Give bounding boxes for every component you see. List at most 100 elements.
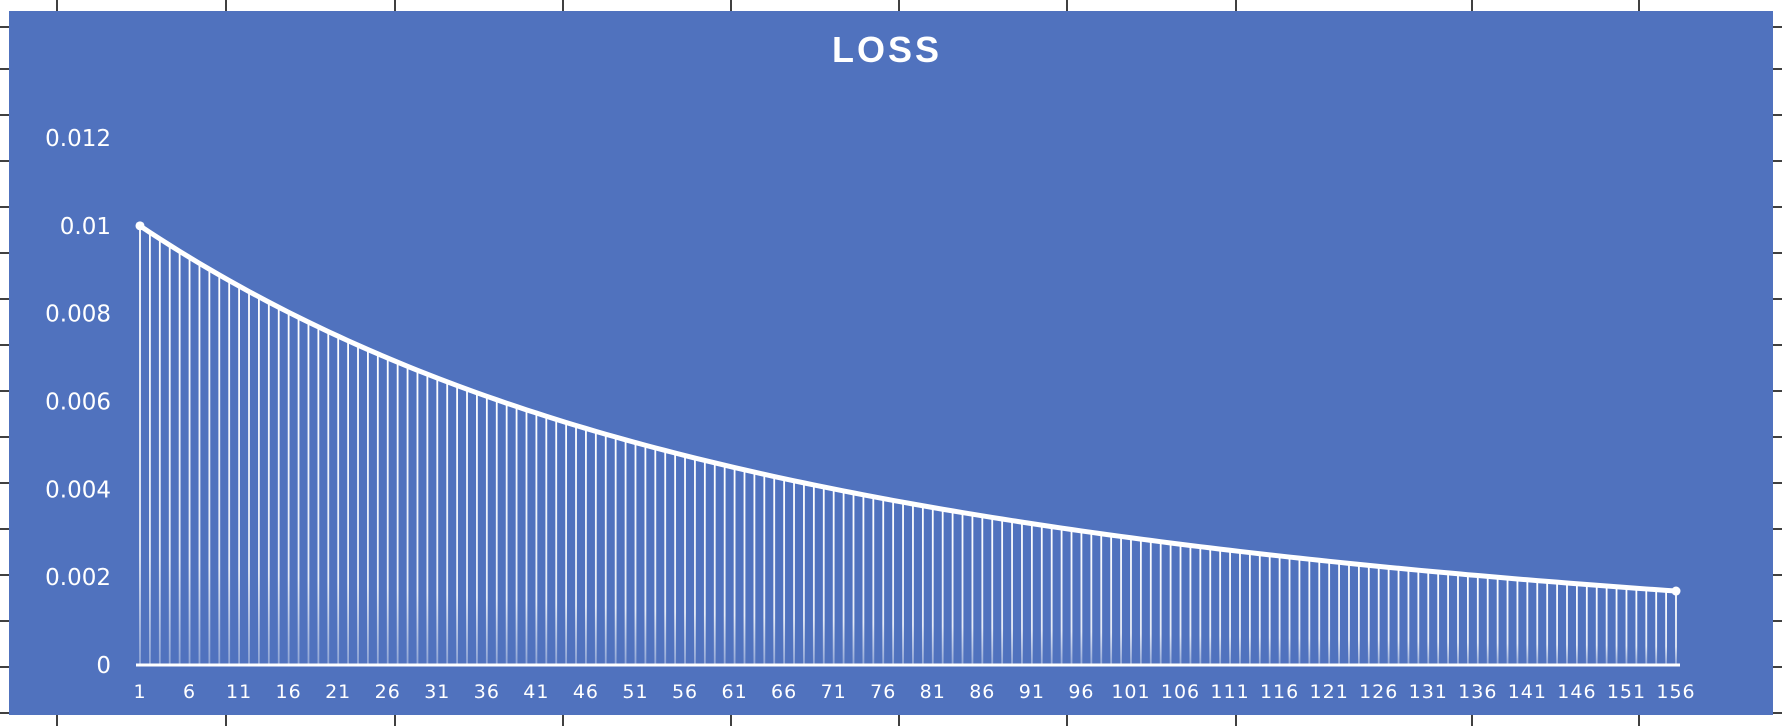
drop-line xyxy=(1120,536,1122,665)
drop-line xyxy=(882,498,885,665)
drop-line xyxy=(1526,579,1529,665)
drop-line xyxy=(1239,551,1241,665)
y-axis: 0 0.002 0.004 0.006 0.008 0.01 0.012 xyxy=(45,126,111,679)
y-tick-label: 0 xyxy=(96,653,111,679)
x-tick-label: 131 xyxy=(1409,681,1448,703)
drop-line xyxy=(664,450,667,665)
chart-area[interactable] xyxy=(9,11,1773,715)
drop-line xyxy=(1189,545,1192,665)
drop-line xyxy=(1110,535,1113,665)
x-tick-label: 101 xyxy=(1111,681,1150,703)
drop-line xyxy=(1288,557,1291,665)
drop-line xyxy=(1605,585,1608,665)
drop-line xyxy=(1268,554,1271,665)
x-tick-label: 26 xyxy=(375,681,401,703)
drop-line xyxy=(1100,533,1103,665)
drop-line xyxy=(852,492,855,665)
drop-line xyxy=(1635,588,1638,665)
drop-line xyxy=(743,469,746,665)
drop-line xyxy=(416,370,419,665)
drop-line xyxy=(327,331,330,665)
drop-line xyxy=(594,431,597,665)
drop-line xyxy=(168,245,171,666)
y-tick-label: 0.01 xyxy=(60,214,111,240)
drop-line xyxy=(1665,590,1667,665)
x-tick-label: 106 xyxy=(1161,681,1200,703)
drop-line xyxy=(1258,553,1261,665)
x-tick-label: 91 xyxy=(1019,681,1045,703)
drop-line xyxy=(396,362,399,665)
drop-line xyxy=(1447,572,1449,665)
drop-line xyxy=(158,238,161,665)
y-tick-label: 0.012 xyxy=(45,126,111,152)
drop-line xyxy=(525,409,528,665)
x-tick-label: 76 xyxy=(870,681,896,703)
drop-line xyxy=(862,494,865,665)
x-tick-label: 31 xyxy=(424,681,450,703)
drop-line xyxy=(981,515,984,665)
drop-line xyxy=(763,474,766,665)
drop-line xyxy=(535,413,538,665)
drop-line xyxy=(1397,568,1400,665)
drop-line xyxy=(1566,582,1568,665)
drop-line xyxy=(1556,582,1558,665)
x-tick-label: 61 xyxy=(721,681,747,703)
drop-line xyxy=(575,425,577,665)
drop-line xyxy=(604,434,607,665)
drop-line xyxy=(1219,549,1222,665)
x-tick-label: 111 xyxy=(1210,681,1249,703)
drop-line xyxy=(1407,569,1410,665)
drop-line xyxy=(1169,542,1172,665)
drop-line xyxy=(951,510,954,665)
x-tick-label: 116 xyxy=(1260,681,1299,703)
drop-line xyxy=(386,358,389,665)
drop-line xyxy=(436,378,439,665)
x-tick-label: 21 xyxy=(325,681,351,703)
drop-line xyxy=(1060,528,1063,665)
drop-line xyxy=(674,453,677,665)
drop-line xyxy=(178,251,181,665)
chart-title: LOSS xyxy=(832,29,942,70)
drop-line xyxy=(1585,584,1588,665)
drop-line xyxy=(287,312,290,665)
drop-line xyxy=(1595,585,1598,665)
drop-line xyxy=(624,439,627,665)
drop-line xyxy=(1576,583,1578,665)
drop-line xyxy=(1486,576,1489,665)
x-tick-label: 71 xyxy=(821,681,847,703)
x-tick-label: 16 xyxy=(276,681,302,703)
y-tick-label: 0.008 xyxy=(45,302,111,328)
drop-line xyxy=(1675,591,1677,665)
drop-line xyxy=(238,286,240,665)
drop-line xyxy=(1645,588,1648,665)
series-end-marker xyxy=(1671,586,1681,596)
drop-line xyxy=(1139,539,1142,665)
drop-line xyxy=(228,280,231,665)
drop-line xyxy=(1338,562,1340,665)
x-tick-label: 1 xyxy=(133,681,146,703)
drop-line xyxy=(1001,519,1004,665)
x-tick-label: 41 xyxy=(523,681,549,703)
series-end-marker xyxy=(135,221,145,231)
drop-line xyxy=(1506,578,1509,665)
drop-line xyxy=(941,509,944,665)
x-tick-label: 6 xyxy=(183,681,196,703)
drop-line xyxy=(654,447,657,665)
drop-line xyxy=(1298,558,1301,665)
drop-line xyxy=(139,225,141,666)
drop-line xyxy=(446,381,449,665)
drop-line xyxy=(1209,547,1212,665)
drop-line xyxy=(258,296,260,665)
drop-line xyxy=(357,345,359,665)
drop-line xyxy=(921,505,924,665)
drop-line xyxy=(376,353,379,665)
drop-line xyxy=(495,399,498,665)
drop-line xyxy=(337,336,340,665)
series-line-loss xyxy=(137,223,1679,594)
x-tick-label: 11 xyxy=(226,681,252,703)
x-axis: 1 6 11 16 21 26 31 36 41 46 51 56 61 66 71 76 81 86 91 96 10… xyxy=(133,681,1694,703)
drop-line xyxy=(1070,529,1073,665)
drop-line xyxy=(1248,552,1251,665)
